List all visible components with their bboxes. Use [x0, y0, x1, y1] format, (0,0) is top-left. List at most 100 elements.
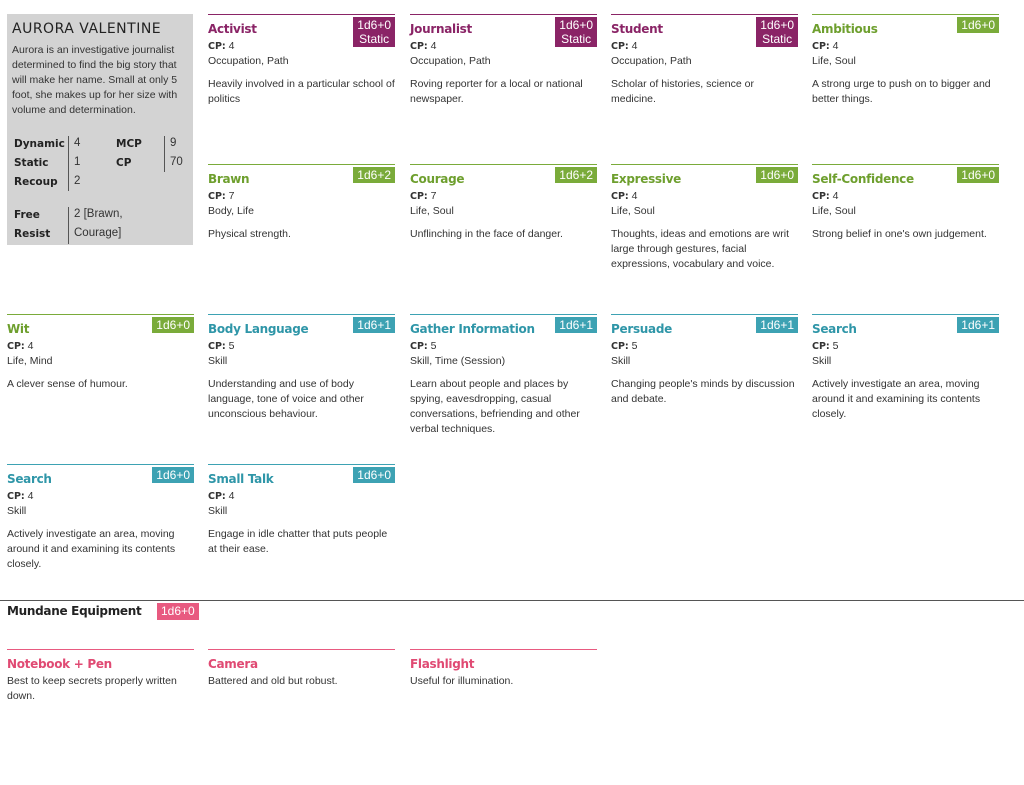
static-tag: Static [561, 32, 592, 46]
dice-badge: 1d6+1 [555, 317, 597, 333]
character-description: Aurora is an investigative journalist de… [12, 44, 178, 116]
trait-tags: Life, Soul [812, 55, 856, 67]
trait-card: Self-Confidence 1d6+0 CP: 4 Life, Soul S… [812, 164, 999, 284]
dice-badge: 1d6+0 [756, 167, 798, 183]
mcp-value: 9 [170, 137, 177, 149]
equipment-section-title: Mundane Equipment [7, 604, 142, 618]
equipment-item-description: Best to keep secrets properly written do… [7, 675, 177, 702]
character-name: AURORA VALENTINE [12, 21, 162, 37]
equipment-item-description: Useful for illumination. [410, 675, 514, 687]
skill-description: Engage in idle chatter that puts people … [208, 528, 388, 555]
static-value: 1 [74, 156, 81, 168]
skill-cp: CP: 5 [208, 340, 235, 352]
dice-badge: 1d6+0 [957, 167, 999, 183]
trait-tags: Life, Mind [7, 355, 53, 367]
skill-description: Actively investigate an area, moving aro… [7, 528, 176, 570]
skill-card: Small Talk 1d6+0 CP: 4 Skill Engage in i… [208, 464, 395, 584]
dice-badge: 1d6+0 [957, 17, 999, 33]
resist-label: Resist [14, 228, 51, 240]
skill-title: Search [812, 322, 857, 336]
skill-title: Small Talk [208, 472, 274, 486]
skill-cp: CP: 4 [208, 490, 235, 502]
skill-title: Gather Information [410, 322, 535, 336]
trait-title: Courage [410, 172, 465, 186]
cp-label: CP [116, 157, 132, 169]
trait-cp: CP: 4 [812, 40, 839, 52]
skill-card: Persuade 1d6+1 CP: 5 Skill Changing peop… [611, 314, 798, 434]
recoup-label: Recoup [14, 176, 58, 188]
dice-value: 1d6+0 [760, 18, 794, 32]
trait-card: Ambitious 1d6+0 CP: 4 Life, Soul A stron… [812, 14, 999, 134]
skill-title: Persuade [611, 322, 672, 336]
trait-card: Journalist 1d6+0 Static CP: 4 Occupation,… [410, 14, 597, 134]
trait-tags: Occupation, Path [410, 55, 491, 67]
trait-description: Scholar of histories, science or medicin… [611, 78, 754, 105]
section-divider [0, 600, 1024, 601]
trait-title: Activist [208, 22, 257, 36]
equipment-item: Flashlight Useful for illumination. [410, 649, 597, 709]
trait-cp: CP: 4 [812, 190, 839, 202]
skill-description: Changing people's minds by discussion an… [611, 378, 795, 405]
skill-card: Search 1d6+1 CP: 5 Skill Actively invest… [812, 314, 999, 434]
trait-cp: CP: 4 [7, 340, 34, 352]
equipment-item-title: Flashlight [410, 657, 475, 671]
trait-card: Activist 1d6+0 Static CP: 4 Occupation, P… [208, 14, 395, 134]
stat-divider [68, 136, 69, 191]
trait-card: Student 1d6+0 Static CP: 4 Occupation, Pa… [611, 14, 798, 134]
skill-tags: Skill, Time (Session) [410, 355, 506, 367]
static-label: Static [14, 157, 49, 169]
dice-badge: 1d6+2 [353, 167, 395, 183]
dice-badge: 1d6+0 [152, 467, 194, 483]
dice-badge: 1d6+1 [957, 317, 999, 333]
skill-description: Understanding and use of body language, … [208, 378, 364, 420]
trait-description: Physical strength. [208, 228, 291, 240]
trait-description: Strong belief in one's own judgement. [812, 228, 987, 240]
trait-card: Wit 1d6+0 CP: 4 Life, Mind A clever sens… [7, 314, 194, 434]
mcp-label: MCP [116, 138, 142, 150]
trait-tags: Life, Soul [812, 205, 856, 217]
trait-description: Unflinching in the face of danger. [410, 228, 563, 240]
skill-tags: Skill [208, 505, 228, 517]
recoup-value: 2 [74, 175, 81, 187]
skill-card: Search 1d6+0 CP: 4 Skill Actively invest… [7, 464, 194, 584]
trait-cp: CP: 4 [611, 190, 638, 202]
trait-title: Brawn [208, 172, 250, 186]
trait-card: Brawn 1d6+2 CP: 7 Body, Life Physical st… [208, 164, 395, 284]
trait-card: Courage 1d6+2 CP: 7 Life, Soul Unflinchi… [410, 164, 597, 284]
equipment-item: Camera Battered and old but robust. [208, 649, 395, 709]
static-tag: Static [762, 32, 793, 46]
equipment-dice-badge: 1d6+0 [157, 603, 199, 620]
trait-title: Wit [7, 322, 30, 336]
dice-badge: 1d6+0 [152, 317, 194, 333]
dice-value: 1d6+0 [357, 18, 391, 32]
dice-badge: 1d6+1 [353, 317, 395, 333]
skill-cp: CP: 4 [7, 490, 34, 502]
character-profile: AURORA VALENTINE Aurora is an investigat… [7, 14, 193, 245]
skill-tags: Skill [208, 355, 228, 367]
skill-cp: CP: 5 [812, 340, 839, 352]
trait-cp: CP: 7 [410, 190, 437, 202]
equipment-item-title: Camera [208, 657, 258, 671]
trait-description: Thoughts, ideas and emotions are writ la… [611, 228, 790, 270]
trait-title: Student [611, 22, 663, 36]
dice-badge: 1d6+0 Static [756, 17, 798, 47]
skill-description: Learn about people and places by spying,… [410, 378, 580, 435]
stat-divider [68, 207, 69, 244]
cp-value: 70 [170, 156, 183, 168]
skill-card: Body Language 1d6+1 CP: 5 Skill Understa… [208, 314, 395, 434]
free-label: Free [14, 209, 40, 221]
skill-card: Gather Information 1d6+1 CP: 5 Skill, Ti… [410, 314, 597, 435]
dice-badge: 1d6+0 Static [555, 17, 597, 47]
trait-card: Expressive 1d6+0 CP: 4 Life, Soul Though… [611, 164, 798, 284]
equipment-item: Notebook + Pen Best to keep secrets prop… [7, 649, 194, 709]
trait-description: Roving reporter for a local or national … [410, 78, 583, 105]
dice-badge: 1d6+0 [353, 467, 395, 483]
dice-badge: 1d6+0 Static [353, 17, 395, 47]
skill-description: Actively investigate an area, moving aro… [812, 378, 981, 420]
trait-cp: CP: 7 [208, 190, 235, 202]
free-resist-value-line2: Courage] [74, 227, 122, 239]
trait-tags: Occupation, Path [208, 55, 289, 67]
trait-description: A clever sense of humour. [7, 378, 128, 390]
trait-title: Ambitious [812, 22, 878, 36]
equipment-item-title: Notebook + Pen [7, 657, 112, 671]
